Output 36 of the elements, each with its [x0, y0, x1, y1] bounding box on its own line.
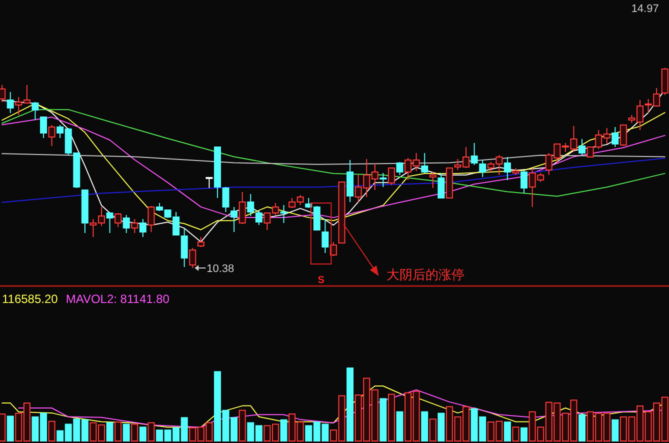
- candlestick: [180, 228, 188, 268]
- candlestick: [380, 172, 387, 188]
- bar: [578, 414, 586, 442]
- bar: [0, 413, 6, 442]
- candlestick: [504, 156, 511, 180]
- bar: [504, 422, 511, 442]
- bar: [122, 424, 130, 442]
- bar: [148, 422, 155, 442]
- bar: [438, 412, 445, 442]
- bar: [396, 411, 404, 442]
- bar: [380, 398, 387, 442]
- text: 14.97: [631, 3, 659, 15]
- annotation: 10.38: [206, 263, 234, 275]
- text: S: [318, 275, 325, 286]
- bar: [6, 416, 14, 442]
- candlestick: [322, 218, 329, 254]
- bar: [429, 418, 436, 442]
- candlestick: [280, 204, 288, 224]
- text: MAVOL2: 81141.80: [66, 292, 170, 306]
- bar: [346, 368, 354, 442]
- bar: [238, 410, 246, 442]
- bar: [512, 426, 520, 442]
- bar: [612, 419, 619, 442]
- bar: [280, 419, 288, 442]
- bar: [48, 420, 56, 442]
- bar: [139, 426, 146, 442]
- annotation: 大阴后的涨停: [386, 267, 465, 282]
- bar: [388, 394, 395, 442]
- text: 116585.20: [2, 292, 58, 306]
- candlestick: [6, 92, 14, 114]
- candlestick: [346, 160, 354, 202]
- bar: [131, 424, 138, 442]
- bar: [421, 411, 428, 442]
- bar: [114, 422, 122, 442]
- bar: [520, 427, 528, 442]
- bar: [106, 422, 114, 442]
